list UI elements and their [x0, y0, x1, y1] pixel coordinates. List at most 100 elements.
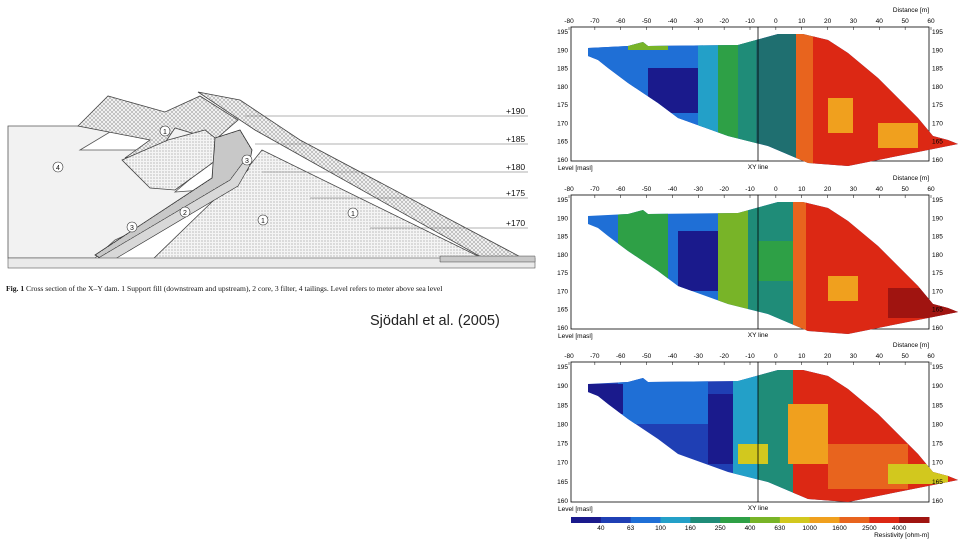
y-tick-label: 170	[557, 460, 568, 467]
y-tick-label: 170	[932, 288, 943, 295]
dam-cross-section: +190 +185 +180 +175 +170 1 1 1 2 3 3 4	[7, 91, 536, 269]
x-tick-label: 60	[927, 186, 935, 193]
x-tick-label: -30	[694, 18, 704, 25]
colorbar-tick-label: 1600	[832, 525, 847, 532]
colorbar-tick-label: 40	[597, 525, 605, 532]
x-tick-label: -50	[642, 186, 652, 193]
level-axis-label: Level [masl]	[558, 506, 593, 513]
x-tick-label: 10	[798, 18, 806, 25]
citation-credit: Sjödahl et al. (2005)	[370, 313, 500, 329]
x-tick-label: -60	[616, 353, 626, 360]
level-axis-label: Level [masl]	[558, 165, 593, 172]
y-tick-label: 160	[557, 157, 568, 164]
y-tick-label: 190	[932, 215, 943, 222]
y-tick-label: 190	[557, 47, 568, 54]
y-tick-label: 195	[557, 197, 568, 204]
x-tick-label: 50	[902, 18, 910, 25]
colorbar-tick-label: 250	[715, 525, 726, 532]
colorbar-tick-label: 160	[685, 525, 696, 532]
colorbar-unit-label: Resistivity [ohm-m]	[874, 532, 929, 539]
x-tick-label: 10	[798, 353, 806, 360]
x-tick-label: -40	[668, 353, 678, 360]
colorbar-swatch	[600, 517, 632, 523]
colorbar-swatch	[660, 517, 691, 523]
x-tick-label: -40	[668, 186, 678, 193]
y-tick-label: 190	[932, 383, 943, 390]
colorbar-swatch	[809, 517, 840, 523]
x-tick-label: -40	[668, 18, 678, 25]
colorbar-swatch	[779, 517, 811, 523]
resistivity-panels: Distance [m] -80 -70 -60 -50 -40 -30 -20 -10 0 10 2…	[557, 7, 958, 539]
y-tick-label: 185	[932, 234, 943, 241]
x-tick-label: 50	[902, 353, 910, 360]
y-tick-label: 165	[557, 307, 568, 314]
y-tick-label: 175	[932, 270, 943, 277]
colorbar-tick-label: 4000	[892, 525, 907, 532]
colorbar-tick-label: 400	[745, 525, 756, 532]
x-tick-label: 40	[876, 18, 884, 25]
colorbar-tick-label: 1000	[802, 525, 817, 532]
y-tick-label: 180	[932, 421, 943, 428]
y-tick-label: 180	[557, 84, 568, 91]
y-tick-label: 190	[557, 383, 568, 390]
x-tick-label: -20	[719, 353, 729, 360]
x-tick-label: 20	[824, 18, 832, 25]
y-tick-label: 165	[932, 139, 943, 146]
figure-caption: Fig. 1 Cross section of the X–Y dam. 1 S…	[6, 284, 536, 293]
y-tick-label: 170	[557, 288, 568, 295]
colorbar-swatch	[869, 517, 900, 523]
y-tick-label: 165	[932, 307, 943, 314]
panel-2-axes: Distance [m] -80 -70 -60 -50 -40 -30 -20 -10 0 10 2…	[557, 175, 943, 340]
colorbar-swatch	[899, 517, 930, 523]
x-tick-label: -10	[745, 353, 755, 360]
x-tick-label: -10	[745, 186, 755, 193]
y-tick-label: 165	[932, 479, 943, 486]
colorbar-tick-label: 63	[627, 525, 635, 532]
resistivity-panel-3	[570, 361, 958, 503]
x-tick-label: 30	[850, 186, 858, 193]
x-tick-label: 60	[927, 353, 935, 360]
x-tick-label: 0	[774, 18, 778, 25]
y-tick-label: 175	[557, 102, 568, 109]
y-tick-label: 160	[557, 325, 568, 332]
x-tick-label: -80	[564, 353, 574, 360]
resistivity-colorbar: 40 63 100 160 250 400 630 1000 1600 2500 4000Resis…	[571, 517, 930, 539]
x-tick-label: -60	[616, 186, 626, 193]
x-tick-label: -50	[642, 353, 652, 360]
x-tick-label: -80	[564, 186, 574, 193]
x-tick-label: -10	[745, 18, 755, 25]
x-tick-label: 10	[798, 186, 806, 193]
y-tick-label: 180	[557, 252, 568, 259]
level-label: +175	[506, 188, 525, 198]
y-tick-label: 160	[557, 498, 568, 505]
y-tick-label: 185	[932, 402, 943, 409]
y-tick-label: 160	[932, 325, 943, 332]
y-tick-label: 180	[557, 421, 568, 428]
colorbar-swatch	[571, 517, 602, 523]
x-tick-label: 30	[850, 353, 858, 360]
y-tick-label: 175	[932, 441, 943, 448]
y-tick-label: 195	[557, 29, 568, 36]
y-tick-label: 180	[932, 252, 943, 259]
distance-label: Distance [m]	[893, 175, 929, 182]
resistivity-panel-2	[570, 194, 958, 334]
x-tick-label: 60	[927, 18, 935, 25]
colorbar-tick-label: 2500	[862, 525, 877, 532]
colorbar-swatch	[750, 517, 781, 523]
level-label: +170	[506, 218, 525, 228]
y-tick-label: 180	[932, 84, 943, 91]
zone-marker: 4	[56, 165, 60, 172]
x-tick-label: 50	[902, 186, 910, 193]
colorbar-swatch	[839, 517, 870, 523]
y-tick-label: 170	[932, 460, 943, 467]
colorbar-swatch	[630, 517, 661, 523]
x-tick-label: 0	[774, 353, 778, 360]
level-label: +190	[506, 106, 525, 116]
xy-line-label: XY line	[748, 332, 769, 339]
zone-marker: 2	[183, 210, 187, 217]
zone-marker: 1	[163, 129, 167, 136]
panel-1-axes: Distance [m] -80 -70 -60 -50 -40 -30 -20 -10 0 10 2…	[557, 7, 943, 172]
level-axis-label: Level [masl]	[558, 333, 593, 340]
x-tick-label: -60	[616, 18, 626, 25]
